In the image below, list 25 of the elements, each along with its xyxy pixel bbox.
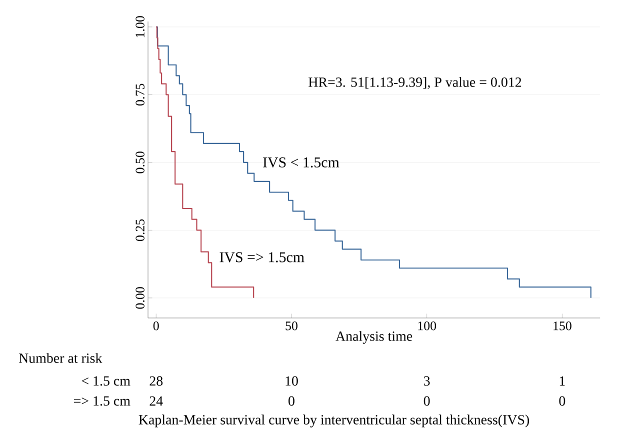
series-label: IVS < 1.5cm [263, 157, 340, 168]
x-tick-label: 150 [554, 322, 572, 330]
text: 0 [424, 396, 430, 406]
text: < 1.5 cm [82, 376, 130, 386]
annotation: HR=3. 51[1.13-9.39], P value = 0.012 [308, 77, 522, 89]
y-tick-label: 1.00 [136, 16, 144, 38]
x-tick-label: 50 [286, 322, 298, 330]
text: 0 [559, 396, 566, 406]
text: 10 [286, 376, 298, 386]
text: => 1.5 cm [74, 396, 130, 406]
x-tick-label: 0 [153, 322, 159, 330]
y-tick-label: 0.25 [136, 219, 144, 242]
text: 0 [288, 396, 294, 406]
text: 24 [150, 396, 163, 406]
x-axis-title: Analysis time [336, 331, 412, 344]
text: 1 [560, 376, 565, 386]
y-tick-label: 0.75 [136, 84, 144, 106]
x-tick-label: 100 [418, 322, 436, 330]
text: Kaplan-Meier survival curve by interventricular septal thickness(IVS) [138, 414, 530, 428]
text: 28 [150, 376, 163, 386]
text: 3 [424, 376, 430, 386]
series-label: IVS => 1.5cm [220, 252, 304, 262]
y-tick-label: 0.50 [136, 152, 144, 174]
y-tick-label: 0.00 [136, 287, 144, 309]
text: Number at risk [18, 353, 102, 363]
